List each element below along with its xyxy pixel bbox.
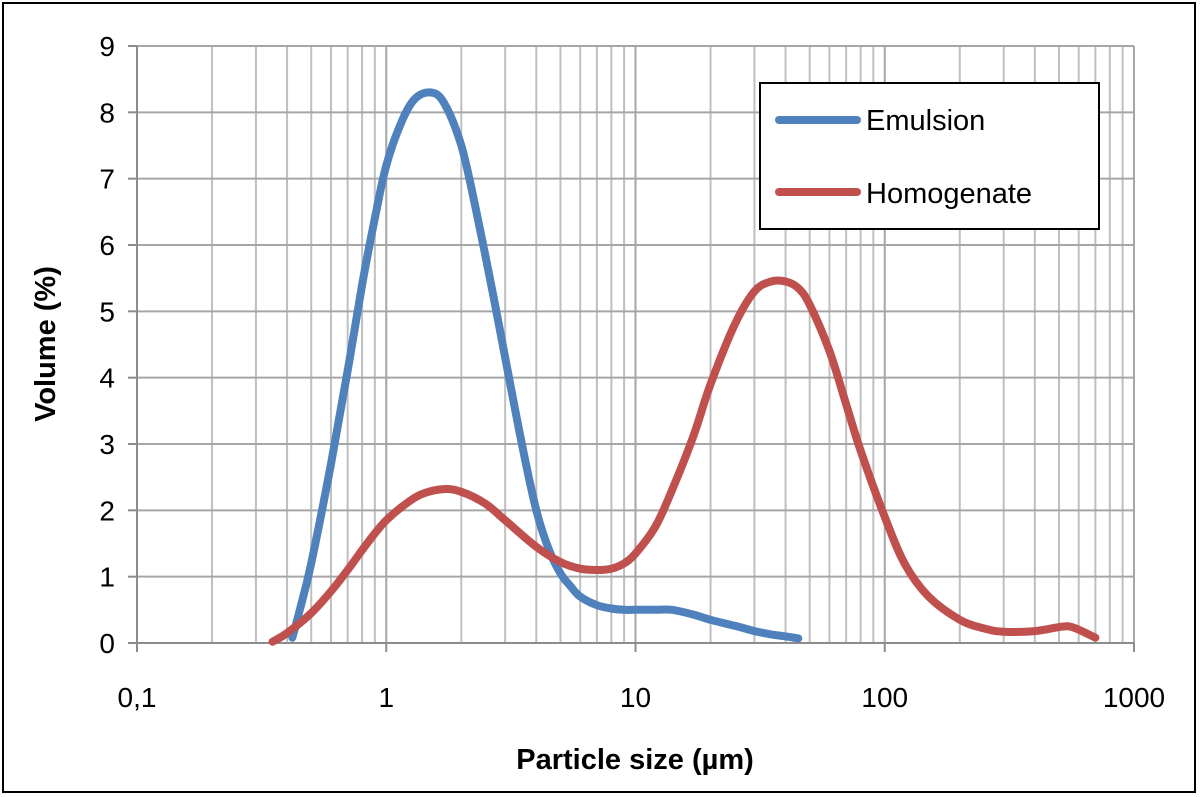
y-axis-title: Volume (%) — [30, 266, 62, 422]
y-tick-label: 5 — [99, 296, 115, 327]
axis-layer: 0 1 2 3 4 5 6 7 8 9 0,1 1 10 100 1000 — [99, 31, 1165, 713]
x-axis-title: Particle size (µm) — [516, 744, 754, 776]
y-tick-label: 4 — [99, 363, 115, 394]
legend-label-homogenate: Homogenate — [866, 178, 1032, 210]
x-tick-label: 100 — [861, 682, 908, 713]
y-tick-label: 9 — [99, 31, 115, 62]
y-tick-label: 7 — [99, 164, 115, 195]
series-line-homogenate — [268, 276, 1100, 646]
x-tick-label: 1000 — [1103, 682, 1165, 713]
y-tick-label: 3 — [99, 429, 115, 460]
x-tick-label: 10 — [620, 682, 651, 713]
series-layer — [268, 88, 1100, 646]
y-tick-label: 0 — [99, 628, 115, 659]
legend-label-emulsion: Emulsion — [866, 105, 985, 137]
y-tick-label: 6 — [99, 230, 115, 261]
y-tick-label: 2 — [99, 495, 115, 526]
series-line-emulsion — [288, 88, 803, 643]
x-tick-label: 1 — [378, 682, 394, 713]
legend-box — [759, 82, 1100, 230]
x-tick-label: 0,1 — [118, 682, 157, 713]
y-tick-label: 8 — [99, 97, 115, 128]
y-tick-label: 1 — [99, 562, 115, 593]
legend: Emulsion Homogenate — [759, 82, 1100, 230]
